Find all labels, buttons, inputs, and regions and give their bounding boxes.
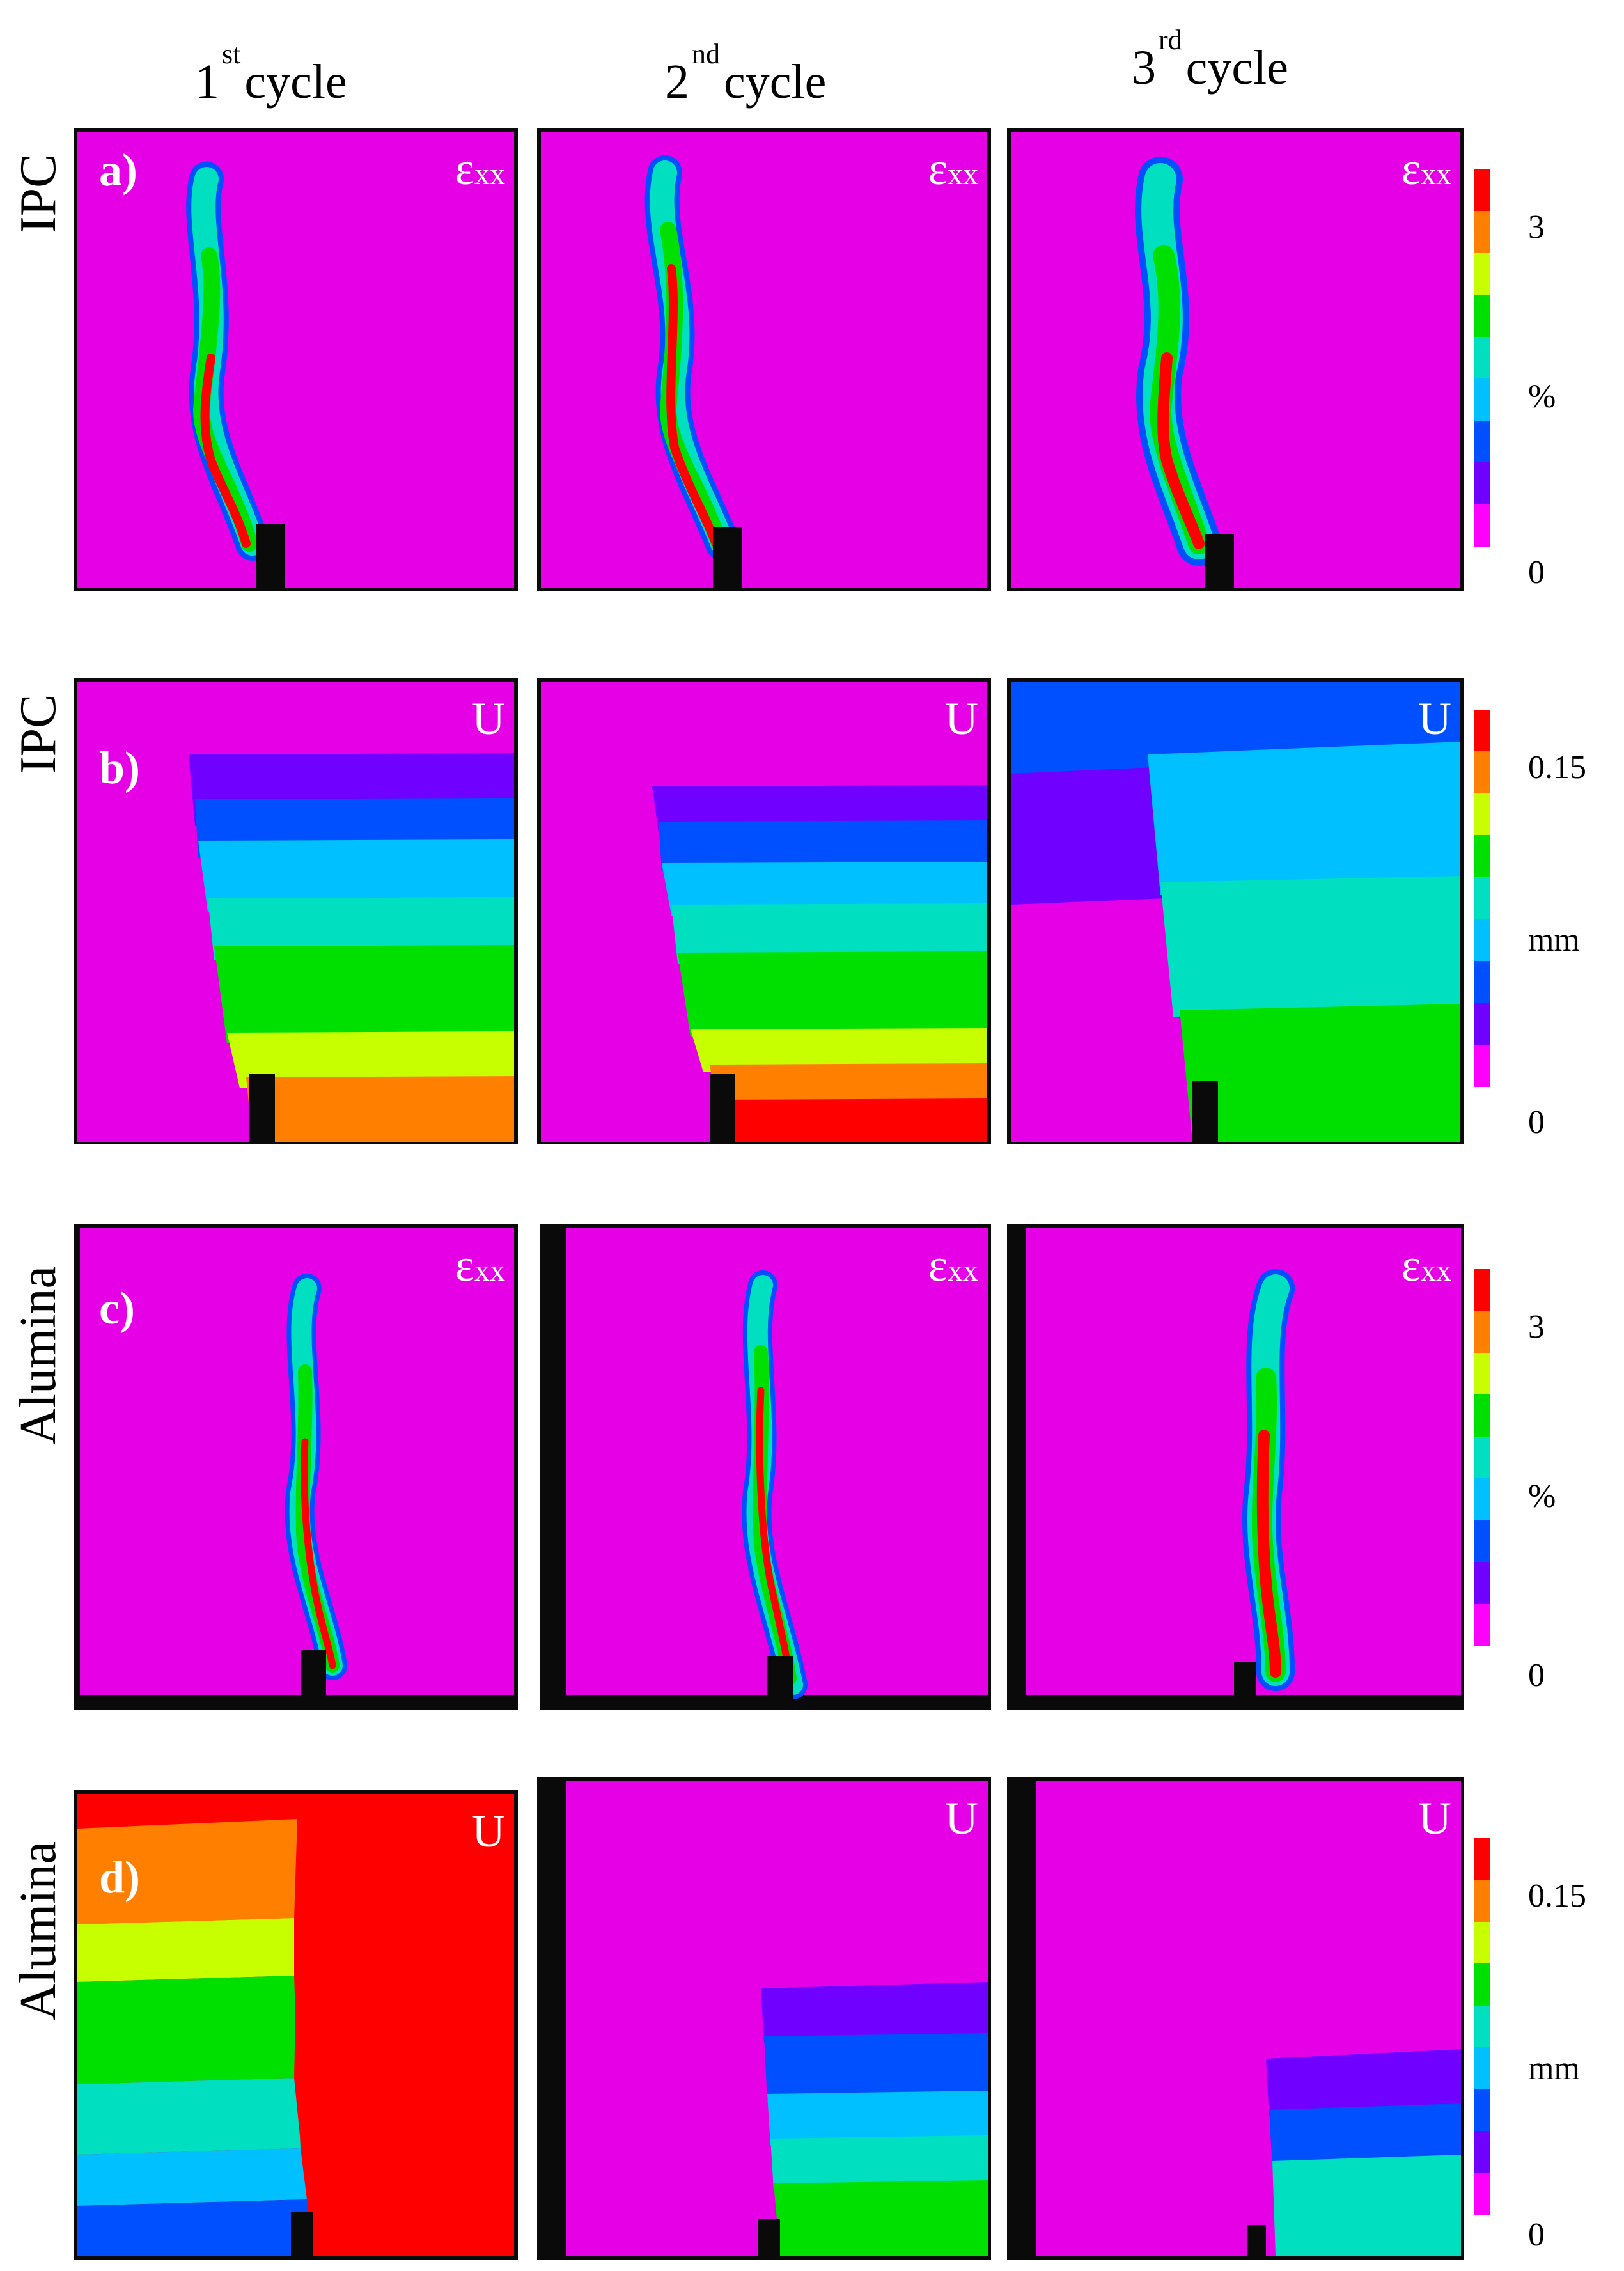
colorbar-c <box>1474 1269 1490 1646</box>
colorbar-a-top: 3 <box>1528 209 1545 246</box>
field-label: U <box>945 1793 978 1844</box>
panel-d-cycle-2: U <box>537 1777 991 2260</box>
colorbar-b-bottom: 0 <box>1528 1104 1545 1141</box>
colorbar-b <box>1474 710 1490 1087</box>
panel-a-cycle-1: a) εxx <box>74 128 518 591</box>
panel-tag: c) <box>99 1283 135 1334</box>
field-label: εxx <box>928 143 978 194</box>
column-header-3: 3rdcycle <box>1132 24 1288 95</box>
row-label-b: IPC <box>10 694 66 774</box>
panel-tag: b) <box>99 742 141 793</box>
field-label: εxx <box>455 1240 505 1291</box>
column-header-2: 2ndcycle <box>665 38 827 109</box>
colorbar-b-unit: mm <box>1528 922 1580 958</box>
field-label: εxx <box>455 143 505 194</box>
field-label: εxx <box>1401 1240 1451 1291</box>
panel-a-cycle-3: εxx <box>1007 128 1464 591</box>
colorbar-b-top: 0.15 <box>1528 749 1586 786</box>
panel-d-cycle-3: U <box>1007 1777 1464 2260</box>
field-label: εxx <box>928 1240 978 1291</box>
colorbar-c-top: 3 <box>1528 1309 1545 1345</box>
row-label-a: IPC <box>10 153 66 234</box>
colorbar-d-bottom: 0 <box>1528 2217 1545 2253</box>
field-label: U <box>1418 693 1451 744</box>
colorbar-d-top: 0.15 <box>1528 1878 1586 1914</box>
colorbar-a-unit: % <box>1528 378 1556 415</box>
colorbar-c-bottom: 0 <box>1528 1657 1545 1694</box>
panel-b-cycle-3: U <box>1007 678 1464 1144</box>
panel-b-cycle-2: U <box>537 678 991 1144</box>
row-label-c: Alumina <box>10 1266 66 1445</box>
panel-tag: d) <box>99 1852 141 1903</box>
field-label: U <box>472 693 505 744</box>
field-label: U <box>472 1806 505 1857</box>
panel-c-cycle-2: εxx <box>540 1224 991 1710</box>
column-header-1: 1stcycle <box>195 38 347 109</box>
panel-tag: a) <box>99 144 137 196</box>
field-label: εxx <box>1401 143 1451 194</box>
colorbar-c-unit: % <box>1528 1478 1556 1515</box>
field-label: U <box>1418 1793 1451 1844</box>
panel-a-cycle-2: εxx <box>537 128 991 591</box>
row-label-d: Alumina <box>10 1841 66 2020</box>
panel-d-cycle-1: d) U <box>74 1790 518 2260</box>
colorbar-a-bottom: 0 <box>1528 554 1545 591</box>
panel-b-cycle-1: b) U <box>74 678 518 1144</box>
field-label: U <box>945 693 978 744</box>
panel-c-cycle-3: εxx <box>1007 1224 1464 1710</box>
colorbar-d-unit: mm <box>1528 2050 1580 2087</box>
colorbar-d <box>1474 1838 1490 2215</box>
panel-c-cycle-1: c) εxx <box>74 1224 518 1710</box>
colorbar-a <box>1474 169 1490 547</box>
